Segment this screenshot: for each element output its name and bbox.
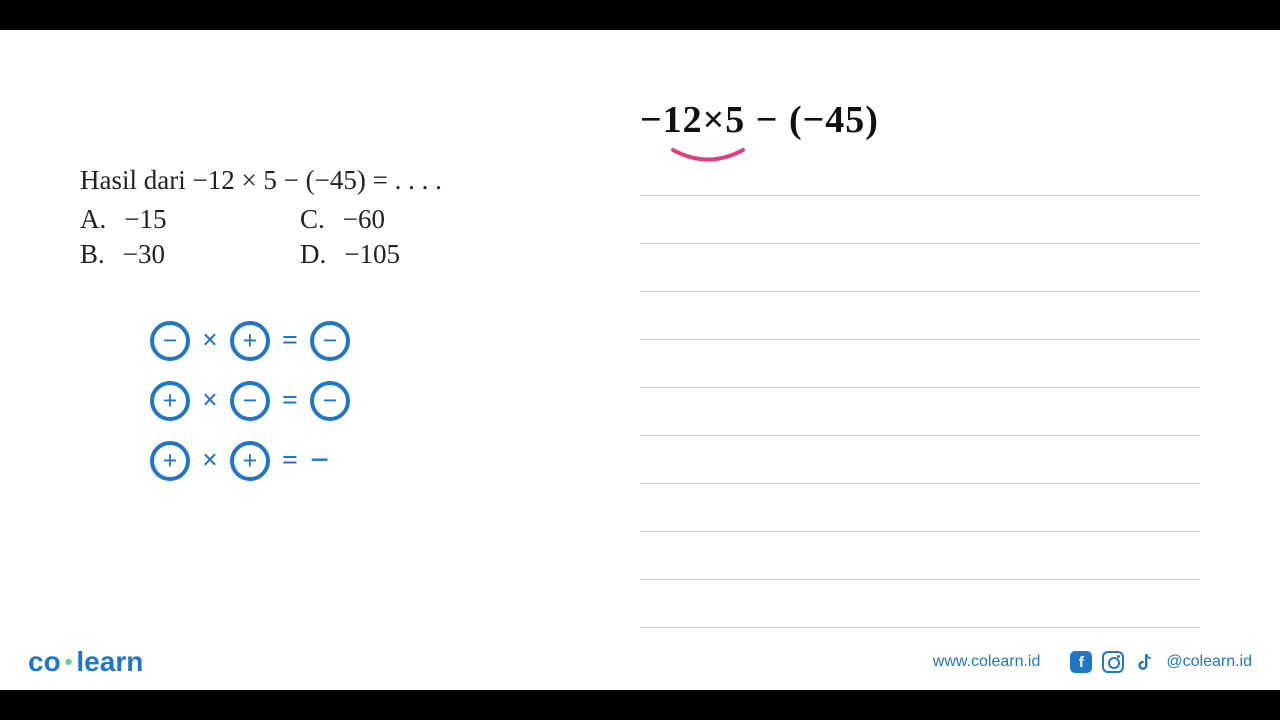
option-a: A. −15 (80, 204, 280, 235)
option-value: −15 (124, 204, 166, 235)
facebook-icon: f (1070, 651, 1092, 673)
ws-line (640, 148, 1200, 196)
minus-icon: − (150, 321, 190, 361)
social-handle: @colearn.id (1166, 653, 1252, 671)
rule-2: + × − = − (150, 375, 350, 427)
minus-icon: − (310, 381, 350, 421)
whiteboard-canvas: Hasil dari −12 × 5 − (−45) = . . . . A. … (0, 30, 1280, 690)
plus-icon: + (230, 441, 270, 481)
ws-line (640, 484, 1200, 532)
option-d: D. −105 (300, 239, 500, 270)
option-c: C. −60 (300, 204, 500, 235)
footer-right: www.colearn.id f @colearn.id (933, 651, 1252, 673)
worksheet-lines (640, 148, 1200, 628)
option-letter: A. (80, 204, 106, 235)
equals-icon: = (282, 325, 298, 357)
options-grid: A. −15 C. −60 B. −30 D. −105 (80, 204, 580, 270)
minus-icon: − (230, 381, 270, 421)
minus-icon: − (310, 321, 350, 361)
plus-icon: + (150, 381, 190, 421)
ws-line (640, 340, 1200, 388)
ws-line (640, 580, 1200, 628)
dash-icon: − (310, 442, 329, 480)
sign-rules-block: − × + = − + × − = − + × + = − (150, 315, 350, 495)
plus-icon: + (230, 321, 270, 361)
ws-line (640, 532, 1200, 580)
handwritten-expression: −12×5 − (−45) (640, 98, 879, 142)
ws-line (640, 196, 1200, 244)
option-value: −105 (344, 239, 400, 270)
option-value: −60 (343, 204, 385, 235)
logo-learn: learn (76, 646, 143, 678)
option-letter: B. (80, 239, 105, 270)
rule-3: + × + = − (150, 435, 350, 487)
ws-line (640, 436, 1200, 484)
question-block: Hasil dari −12 × 5 − (−45) = . . . . A. … (80, 165, 580, 270)
ws-line (640, 388, 1200, 436)
equals-icon: = (282, 385, 298, 417)
colearn-logo: co • learn (28, 646, 143, 678)
ws-line (640, 244, 1200, 292)
option-letter: C. (300, 204, 325, 235)
tiktok-icon (1134, 651, 1156, 673)
equals-icon: = (282, 445, 298, 477)
footer-bar: co • learn www.colearn.id f @colearn.id (0, 646, 1280, 678)
times-icon: × (202, 385, 218, 417)
question-prompt: Hasil dari −12 × 5 − (−45) = . . . . (80, 165, 580, 196)
logo-co: co (28, 646, 61, 678)
option-value: −30 (123, 239, 165, 270)
times-icon: × (202, 445, 218, 477)
option-letter: D. (300, 239, 326, 270)
option-b: B. −30 (80, 239, 280, 270)
logo-dot-icon: • (65, 651, 73, 673)
times-icon: × (202, 325, 218, 357)
instagram-icon (1102, 651, 1124, 673)
rule-1: − × + = − (150, 315, 350, 367)
ws-line (640, 292, 1200, 340)
plus-icon: + (150, 441, 190, 481)
website-url: www.colearn.id (933, 653, 1041, 671)
